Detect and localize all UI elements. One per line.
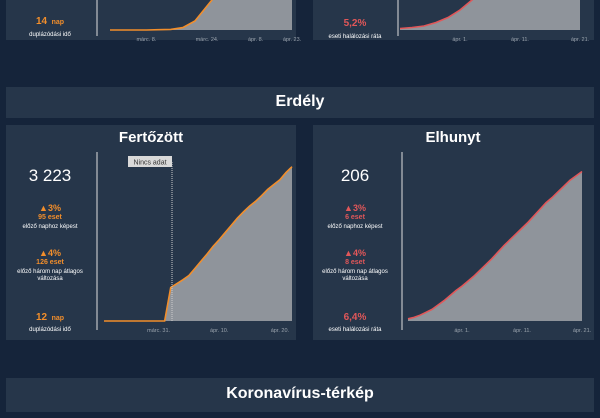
x-tick-label: márc. 31. <box>147 328 170 334</box>
change: ▲4% <box>344 248 366 258</box>
area-fill <box>408 171 582 321</box>
stat: ▲4% 126 eset előző három nap átlagos válto… <box>8 248 92 284</box>
stat: 5,2% eseti halálozási ráta <box>313 12 397 41</box>
stat-value: 5,2% <box>343 18 367 29</box>
count: 6 eset <box>345 213 365 221</box>
stat-label: előző három nap átlagos változása <box>322 269 388 283</box>
stat-line: 12 nap <box>8 306 92 325</box>
x-tick-label: márc. 24. <box>196 37 219 43</box>
panel-title: Elhunyt <box>425 129 481 146</box>
stat: 12 nap duplázódási idő <box>8 306 92 334</box>
stat: ▲4% 8 eset előző három nap átlagos változá… <box>313 248 397 284</box>
change: ▲3% <box>344 203 366 213</box>
x-tick-label: ápr. 10. <box>210 328 229 334</box>
stat-value: 6,4% <box>343 312 367 323</box>
map-title: Koronavírus-térkép <box>226 385 374 402</box>
x-tick-label: ápr. 11. <box>513 328 531 334</box>
x-tick-label: márc. 8. <box>136 37 156 43</box>
area-fill <box>110 0 292 30</box>
stat-label: előző naphoz képest <box>327 224 383 231</box>
region-title: Erdély <box>275 93 325 110</box>
stat-line: 6,4% <box>313 306 397 325</box>
stat-label: eseti halálozási ráta <box>328 327 382 334</box>
stat: ▲3% 6 eset előző naphoz képest <box>313 203 397 231</box>
line <box>399 0 474 30</box>
total: 3 223 <box>28 166 72 185</box>
annotation-box <box>128 156 172 167</box>
count: 95 eset <box>38 213 62 221</box>
change: ▲3% <box>39 203 61 213</box>
x-tick-label: ápr. 1. <box>452 37 468 43</box>
stat-unit: nap <box>51 19 65 26</box>
line <box>110 0 213 31</box>
total: 206 <box>340 166 370 185</box>
count: 8 eset <box>345 258 365 266</box>
stat-value: 12 <box>35 312 48 323</box>
change: ▲4% <box>39 248 61 258</box>
stat-label: előző három nap átlagos változása <box>17 269 83 283</box>
stat-label: eseti halálozási ráta <box>328 34 382 41</box>
area-fill <box>104 166 292 321</box>
area-fill <box>400 0 580 30</box>
x-tick-label: ápr. 8. <box>248 37 264 43</box>
x-tick-label: ápr. 21. <box>573 328 592 334</box>
stat: ▲3% 95 eset előző naphoz képest <box>8 203 92 231</box>
count: 126 eset <box>36 258 64 266</box>
stat-label: duplázódási idő <box>29 32 71 39</box>
line <box>407 170 583 320</box>
annotation: Nincs adat <box>133 160 166 167</box>
x-tick-label: ápr. 1. <box>454 328 470 334</box>
stat: 6,4% eseti halálozási ráta <box>313 306 397 334</box>
x-tick-label: ápr. 21. <box>571 37 590 43</box>
stat-value: 14 <box>35 16 48 27</box>
line <box>104 166 293 322</box>
region-band <box>6 87 594 118</box>
x-tick-label: ápr. 23. <box>283 37 302 43</box>
map-band <box>6 378 594 412</box>
x-tick-label: ápr. 11. <box>511 37 529 43</box>
stat-unit: nap <box>51 315 65 322</box>
stat-label: előző naphoz képest <box>22 224 78 231</box>
x-tick-label: ápr. 20. <box>271 328 290 334</box>
panel-title: Fertőzött <box>118 129 184 146</box>
stat: 14 nap duplázódási idő <box>8 10 92 39</box>
stat-label: duplázódási idő <box>29 327 71 334</box>
